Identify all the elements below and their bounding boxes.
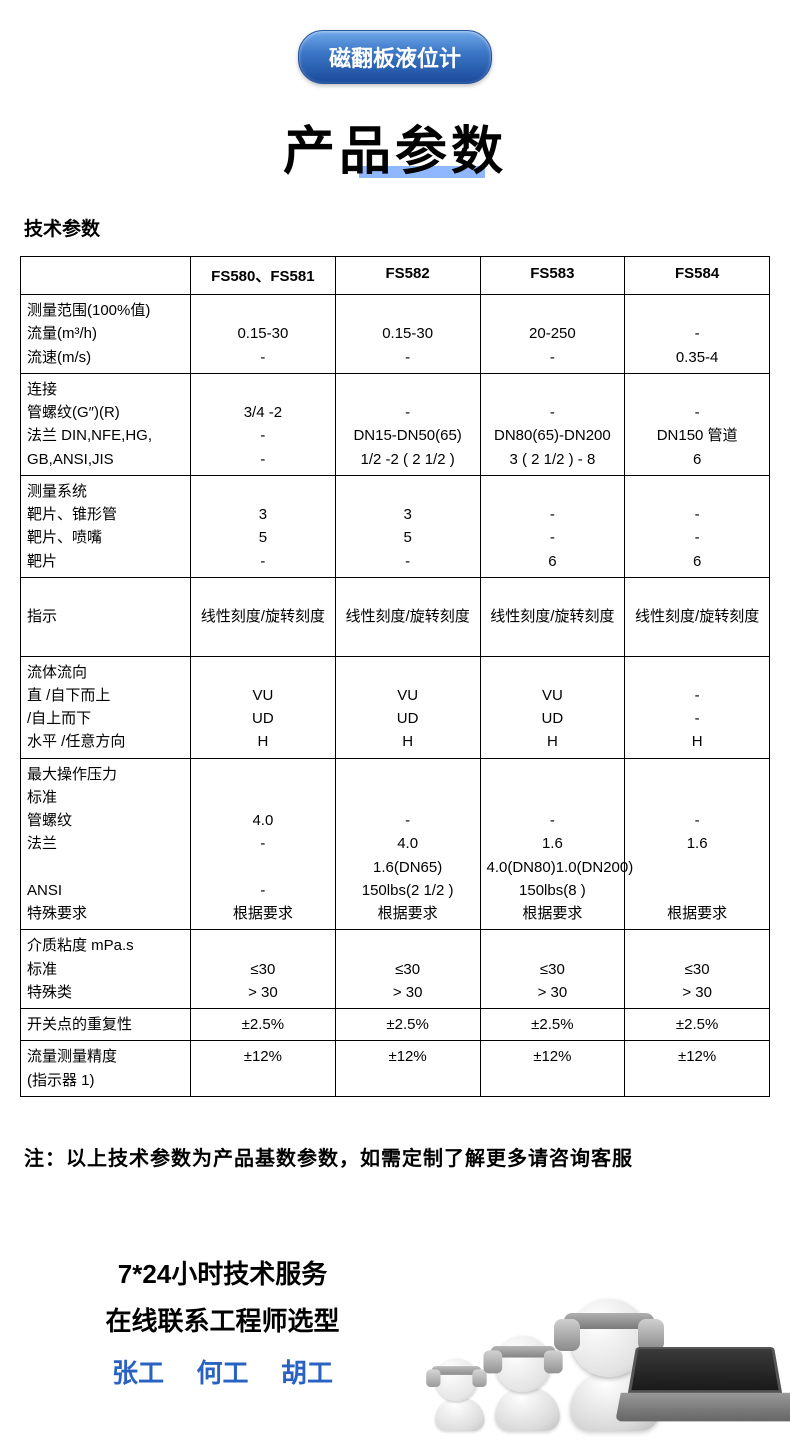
header-empty: [21, 257, 191, 295]
cell-value: -1.6 根据要求: [625, 758, 770, 930]
table-row: 流量测量精度(指示器 1)±12%±12%±12%±12%: [21, 1041, 770, 1097]
table-head: FS580、FS581FS582FS583FS584: [21, 257, 770, 295]
cell-value: --6: [480, 475, 625, 577]
cell-value: ±2.5%: [191, 1009, 336, 1041]
row-label: 测量系统靶片、锥形管靶片、喷嘴靶片: [21, 475, 191, 577]
cell-value: -DN80(65)-DN2003 ( 2 1/2 ) - 8: [480, 373, 625, 475]
table-row: 介质粘度 mPa.s标准特殊类 ≤30> 30 ≤30> 30 ≤30> 30 …: [21, 930, 770, 1009]
row-label: 介质粘度 mPa.s标准特殊类: [21, 930, 191, 1009]
cell-value: 4.0- -根据要求: [191, 758, 336, 930]
cell-value: 20-250-: [480, 295, 625, 374]
cell-value: ±12%: [191, 1041, 336, 1097]
product-badge: 磁翻板液位计: [298, 30, 492, 84]
service-illustration: [425, 1211, 770, 1431]
cell-value: 35-: [191, 475, 336, 577]
cell-value: VUUDH: [480, 656, 625, 758]
column-header: FS584: [625, 257, 770, 295]
cell-value: ±2.5%: [625, 1009, 770, 1041]
page: 磁翻板液位计 产品参数 技术参数 FS580、FS581FS582FS583FS…: [0, 0, 790, 1451]
table-row: 开关点的重复性±2.5%±2.5%±2.5%±2.5%: [21, 1009, 770, 1041]
row-label: 开关点的重复性: [21, 1009, 191, 1041]
table-row: 指示 线性刻度/旋转刻度 线性刻度/旋转刻度 线性刻度/旋转刻度 线性刻度/旋转…: [21, 577, 770, 656]
page-title: 产品参数: [283, 109, 507, 184]
service-section: 7*24小时技术服务 在线联系工程师选型 张工 何工 胡工: [20, 1211, 770, 1431]
engineer-names: 张工 何工 胡工: [20, 1353, 425, 1390]
cell-value: -DN150 管道6: [625, 373, 770, 475]
title-container: 产品参数: [20, 109, 770, 184]
service-line-2: 在线联系工程师选型: [20, 1298, 425, 1345]
cell-value: --H: [625, 656, 770, 758]
cell-value: -1.64.0(DN80)1.0(DN200)150lbs(8 )根据要求: [480, 758, 625, 930]
row-label: 连接管螺纹(G″)(R)法兰 DIN,NFE,HG,GB,ANSI,JIS: [21, 373, 191, 475]
column-header: FS583: [480, 257, 625, 295]
engineer-link[interactable]: 何工: [196, 1358, 248, 1388]
cell-value: ±12%: [335, 1041, 480, 1097]
cell-value: ≤30> 30: [480, 930, 625, 1009]
column-header: FS582: [335, 257, 480, 295]
table-row: 连接管螺纹(G″)(R)法兰 DIN,NFE,HG,GB,ANSI,JIS 3/…: [21, 373, 770, 475]
table-body: 测量范围(100%值)流量(m³/h)流速(m/s) 0.15-30- 0.15…: [21, 295, 770, 1097]
engineer-link[interactable]: 张工: [112, 1358, 164, 1388]
service-text: 7*24小时技术服务 在线联系工程师选型 张工 何工 胡工: [20, 1251, 425, 1390]
row-label: 流量测量精度(指示器 1): [21, 1041, 191, 1097]
cell-value: VUUDH: [191, 656, 336, 758]
row-label: 最大操作压力标准管螺纹法兰ANSI特殊要求: [21, 758, 191, 930]
cell-value: ±12%: [625, 1041, 770, 1097]
cell-value: 3/4 -2--: [191, 373, 336, 475]
cell-value: -0.35-4: [625, 295, 770, 374]
spec-table: FS580、FS581FS582FS583FS584 测量范围(100%值)流量…: [20, 256, 770, 1097]
cell-value: ±12%: [480, 1041, 625, 1097]
cell-value: 35-: [335, 475, 480, 577]
table-header-row: FS580、FS581FS582FS583FS584: [21, 257, 770, 295]
cell-value: -4.01.6(DN65)150lbs(2 1/2 )根据要求: [335, 758, 480, 930]
row-label: 测量范围(100%值)流量(m³/h)流速(m/s): [21, 295, 191, 374]
cell-value: ≤30> 30: [191, 930, 336, 1009]
cell-value: 0.15-30-: [335, 295, 480, 374]
cell-value: VUUDH: [335, 656, 480, 758]
column-header: FS580、FS581: [191, 257, 336, 295]
title-underline: 产品参数: [283, 109, 507, 184]
cell-value: ≤30> 30: [625, 930, 770, 1009]
section-heading: 技术参数: [24, 214, 770, 241]
table-row: 最大操作压力标准管螺纹法兰ANSI特殊要求 4.0- -根据要求 -4.01.6…: [21, 758, 770, 930]
cell-value: 线性刻度/旋转刻度: [480, 577, 625, 656]
service-line-1: 7*24小时技术服务: [20, 1251, 425, 1298]
footnote: 注：以上技术参数为产品基数参数，如需定制了解更多请咨询客服: [24, 1142, 766, 1171]
cell-value: 线性刻度/旋转刻度: [191, 577, 336, 656]
table-row: 测量系统靶片、锥形管靶片、喷嘴靶片 35- 35- --6 --6: [21, 475, 770, 577]
cell-value: ±2.5%: [335, 1009, 480, 1041]
engineer-link[interactable]: 胡工: [281, 1358, 333, 1388]
agent-figure-icon: [495, 1336, 560, 1431]
table-row: 测量范围(100%值)流量(m³/h)流速(m/s) 0.15-30- 0.15…: [21, 295, 770, 374]
row-label: 流体流向 直 /自下而上/自上而下水平 /任意方向: [21, 656, 191, 758]
cell-value: 线性刻度/旋转刻度: [335, 577, 480, 656]
table-row: 流体流向 直 /自下而上/自上而下水平 /任意方向 VUUDH VUUDH VU…: [21, 656, 770, 758]
cell-value: ≤30> 30: [335, 930, 480, 1009]
cell-value: ±2.5%: [480, 1009, 625, 1041]
row-label: 指示: [21, 577, 191, 656]
cell-value: 线性刻度/旋转刻度: [625, 577, 770, 656]
agent-figure-icon: [435, 1358, 485, 1431]
cell-value: --6: [625, 475, 770, 577]
badge-container: 磁翻板液位计: [20, 30, 770, 84]
cell-value: 0.15-30-: [191, 295, 336, 374]
cell-value: -DN15-DN50(65)1/2 -2 ( 2 1/2 ): [335, 373, 480, 475]
laptop-icon: [623, 1347, 787, 1421]
